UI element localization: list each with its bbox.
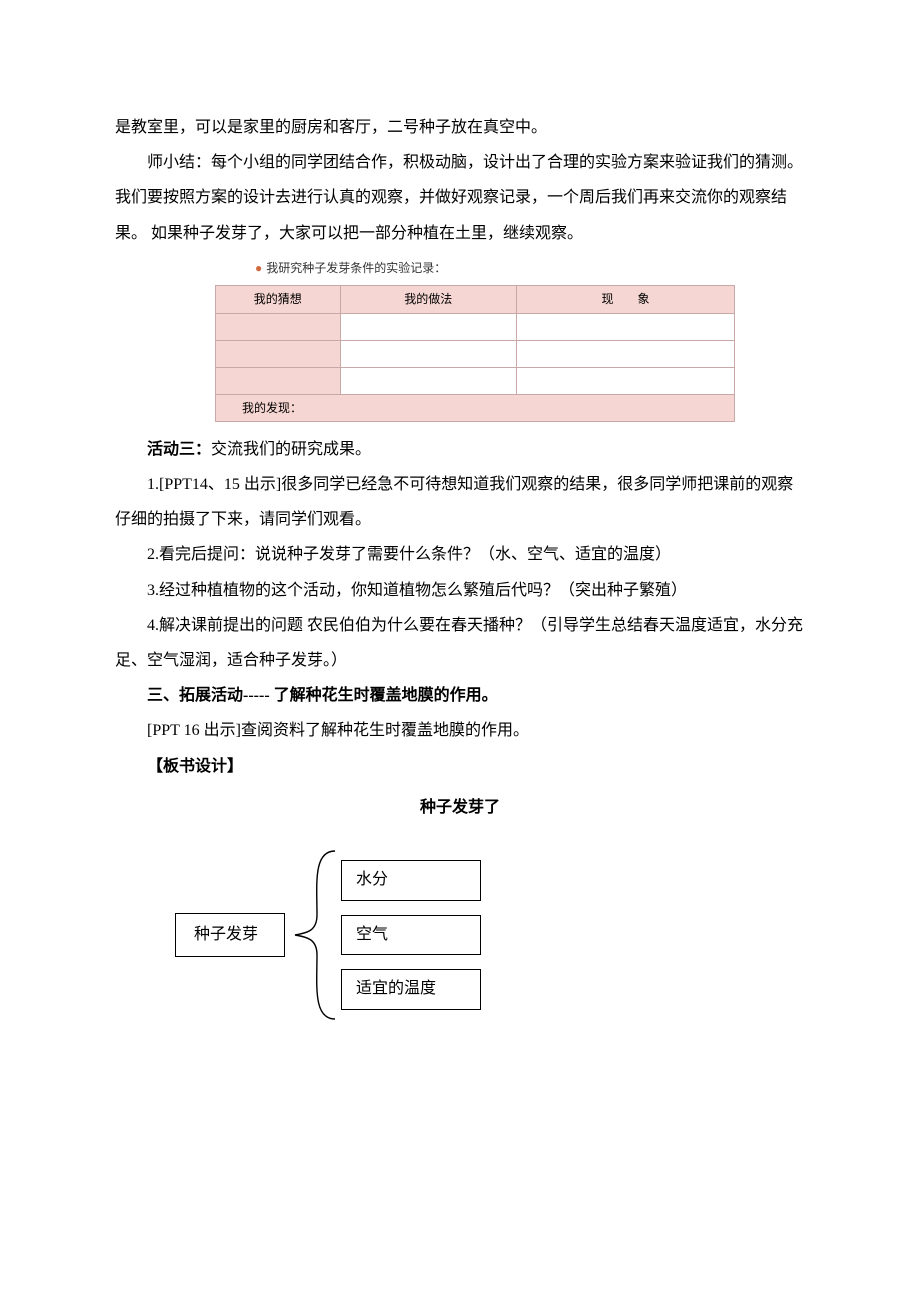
paragraph-continuation: 是教室里，可以是家里的厨房和客厅，二号种子放在真空中。 <box>115 110 805 145</box>
bullet-icon: ● <box>255 261 262 275</box>
table-row <box>216 367 735 394</box>
activity-3-heading: 活动三：交流我们的研究成果。 <box>115 432 805 467</box>
experiment-table-caption: ●我研究种子发芽条件的实验记录： <box>255 255 805 281</box>
table-header-row: 我的猜想 我的做法 现 象 <box>216 286 735 313</box>
list-item-1: 1.[PPT14、15 出示]很多同学已经急不可待想知道我们观察的结果，很多同学… <box>115 467 805 537</box>
section-3-heading: 三、拓展活动----- 了解种花生时覆盖地膜的作用。 <box>115 678 805 713</box>
list-item-3: 3.经过种植植物的这个活动，你知道植物怎么繁殖后代吗？（突出种子繁殖） <box>115 573 805 608</box>
ppt16-line: [PPT 16 出示]查阅资料了解种花生时覆盖地膜的作用。 <box>115 713 805 748</box>
experiment-record-table: 我的猜想 我的做法 现 象 我的发现： <box>215 285 735 422</box>
table-row <box>216 313 735 340</box>
board-diagram: 种子发芽 水分 空气 适宜的温度 <box>175 845 805 1025</box>
board-title: 种子发芽了 <box>115 790 805 825</box>
table-row <box>216 340 735 367</box>
col-header-guess: 我的猜想 <box>216 286 341 313</box>
list-item-2: 2.看完后提问：说说种子发芽了需要什么条件？（水、空气、适宜的温度） <box>115 537 805 572</box>
table-footer-row: 我的发现： <box>216 394 735 421</box>
list-item-4: 4.解决课前提出的问题 农民伯伯为什么要在春天播种？（引导学生总结春天温度适宜，… <box>115 608 805 678</box>
board-right-box-2: 空气 <box>341 915 481 955</box>
board-right-box-1: 水分 <box>341 860 481 900</box>
board-right-box-3: 适宜的温度 <box>341 969 481 1009</box>
my-discovery-label: 我的发现： <box>216 394 735 421</box>
board-design-label: 【板书设计】 <box>115 749 805 784</box>
col-header-method: 我的做法 <box>340 286 516 313</box>
board-left-box: 种子发芽 <box>175 913 285 957</box>
teacher-summary: 师小结：每个小组的同学团结合作，积极动脑，设计出了合理的实验方案来验证我们的猜测… <box>115 145 805 251</box>
bracket-icon <box>285 845 341 1025</box>
col-header-phenomenon: 现 象 <box>517 286 735 313</box>
